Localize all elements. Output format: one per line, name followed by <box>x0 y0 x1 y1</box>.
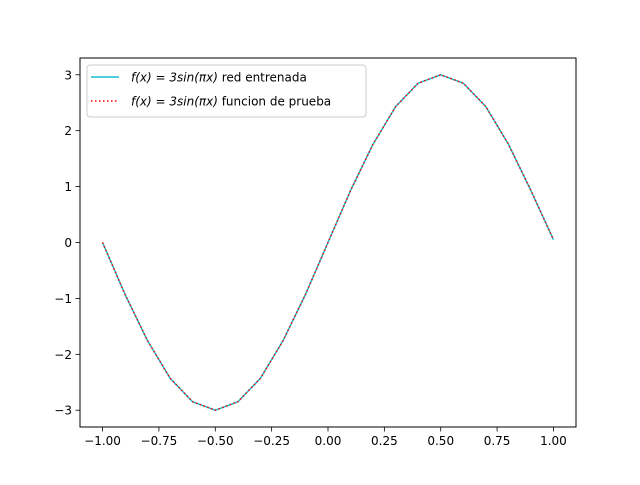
legend-label-red-entrenada: f(x) = 3sin(πx) red entrenada <box>131 71 307 85</box>
legend-suffix-funcion-de-prueba: funcion de prueba <box>218 95 331 109</box>
legend-math-funcion-de-prueba: f(x) = 3sin(πx) <box>131 95 218 109</box>
x-tick-label: −0.25 <box>253 434 290 448</box>
y-tick-label: 0 <box>64 236 72 250</box>
x-tick-label: −0.75 <box>141 434 178 448</box>
y-tick-label: −1 <box>54 292 72 306</box>
legend: f(x) = 3sin(πx) red entrenada f(x) = 3si… <box>86 64 367 118</box>
series-layer <box>101 74 555 411</box>
y-tick-label: 1 <box>64 180 72 194</box>
series-line-funcion-de-prueba <box>101 74 555 411</box>
x-tick-label: −1.00 <box>84 434 121 448</box>
x-tick-label: 0.00 <box>315 434 342 448</box>
x-tick-label: 0.50 <box>427 434 454 448</box>
legend-box <box>86 64 367 118</box>
y-axis: −3 −2 −1 0 1 2 3 <box>54 68 80 418</box>
legend-suffix-red-entrenada: red entrenada <box>218 71 307 85</box>
x-axis: −1.00 −0.75 −0.50 −0.25 0.00 0.25 0.50 0.75 1.00 <box>84 427 567 448</box>
y-tick-label: 3 <box>64 68 72 82</box>
x-tick-label: 1.00 <box>540 434 567 448</box>
y-tick-label: 2 <box>64 124 72 138</box>
legend-math-red-entrenada: f(x) = 3sin(πx) <box>131 71 218 85</box>
x-tick-label: −0.50 <box>197 434 234 448</box>
x-tick-label: 0.75 <box>484 434 511 448</box>
y-tick-label: −2 <box>54 348 72 362</box>
y-tick-label: −3 <box>54 404 72 418</box>
x-tick-label: 0.25 <box>371 434 398 448</box>
legend-label-funcion-de-prueba: f(x) = 3sin(πx) funcion de prueba <box>131 95 331 109</box>
